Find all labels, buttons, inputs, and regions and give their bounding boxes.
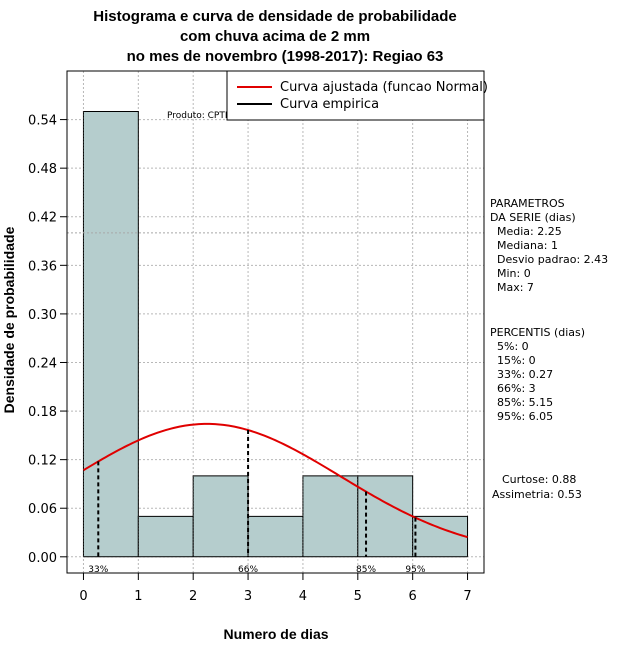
percentile-marker-label: 95% [405, 565, 425, 575]
histogram-bar [83, 111, 139, 557]
x-tick-label: 1 [134, 589, 142, 604]
y-tick-label: 0.00 [28, 551, 57, 566]
param-line: DA SERIE (dias) [490, 211, 576, 224]
param-line: Mediana: 1 [490, 239, 558, 252]
chart-title-line-2: com chuva acima de 2 mm [180, 28, 370, 45]
legend: Curva ajustada (funcao Normal) Curva emp… [226, 70, 488, 121]
histogram-bar [248, 516, 303, 557]
x-tick-label: 5 [354, 589, 362, 604]
chart-title-line-3: no mes de novembro (1998-2017): Regiao 6… [127, 48, 444, 65]
histogram-bar [138, 516, 194, 557]
normal-curve [82, 422, 468, 539]
param-line: Min: 0 [490, 267, 531, 280]
normal-curve-line [82, 422, 468, 539]
y-tick-label: 0.06 [28, 502, 57, 517]
pct-line: 66%: 3 [490, 382, 536, 395]
y-axis-label: Densidade de probabilidade [1, 226, 17, 413]
x-tick-label: 4 [299, 589, 307, 604]
pct-line: PERCENTIS (dias) [490, 326, 585, 339]
percentile-markers: 33% 66% 85% 95% [88, 430, 426, 575]
percentile-marker-label: 85% [356, 565, 376, 575]
y-tick-label: 0.48 [28, 162, 57, 177]
percentis-panel: PERCENTIS (dias) 5%: 0 15%: 0 33%: 0.27 … [490, 326, 585, 423]
chart-title-line-1: Histograma e curva de densidade de proba… [93, 8, 456, 25]
pct-line: 85%: 5.15 [490, 396, 553, 409]
parametros-panel: PARAMETROS DA SERIE (dias) Media: 2.25 M… [490, 197, 608, 294]
legend-label-empirical: Curva empirica [280, 97, 379, 112]
histogram-bar [193, 475, 249, 557]
product-label: Produto: CPTEC/INPE [167, 111, 261, 121]
legend-box [226, 70, 485, 121]
histogram-bars [82, 110, 469, 558]
curtose-text: Curtose: 0.88 [502, 473, 576, 486]
legend-label-normal: Curva ajustada (funcao Normal) [280, 80, 488, 95]
pct-line: 15%: 0 [490, 354, 536, 367]
y-tick-label: 0.30 [28, 308, 57, 323]
x-tick-label: 6 [409, 589, 417, 604]
y-tick-label: 0.18 [28, 405, 57, 420]
param-line: Max: 7 [490, 281, 534, 294]
y-tick-label: 0.42 [28, 211, 57, 226]
pct-line: 5%: 0 [490, 340, 529, 353]
y-tick-label: 0.24 [28, 356, 57, 371]
percentile-marker-label: 33% [88, 565, 108, 575]
x-axis-label: Numero de dias [223, 626, 328, 642]
pct-line: 95%: 6.05 [490, 410, 553, 423]
histogram-bar [302, 475, 358, 557]
param-line: Media: 2.25 [490, 225, 562, 238]
pct-line: 33%: 0.27 [490, 368, 553, 381]
x-tick-label: 2 [189, 589, 197, 604]
percentile-marker-label: 66% [238, 565, 258, 575]
x-tick-label: 0 [79, 589, 87, 604]
assimetria-text: Assimetria: 0.53 [492, 488, 582, 501]
y-tick-label: 0.36 [28, 259, 57, 274]
x-tick-label: 3 [244, 589, 252, 604]
param-line: PARAMETROS [490, 197, 565, 210]
histogram-bar [412, 516, 468, 557]
axes: 0 1 2 3 4 5 6 7 0.00 0.06 0.12 0.18 0.24 0.30 0.36 0.42… [28, 70, 485, 604]
y-tick-label: 0.54 [28, 114, 57, 129]
y-tick-label: 0.12 [28, 454, 57, 469]
param-line: Desvio padrao: 2.43 [490, 253, 608, 266]
x-tick-label: 7 [463, 589, 471, 604]
